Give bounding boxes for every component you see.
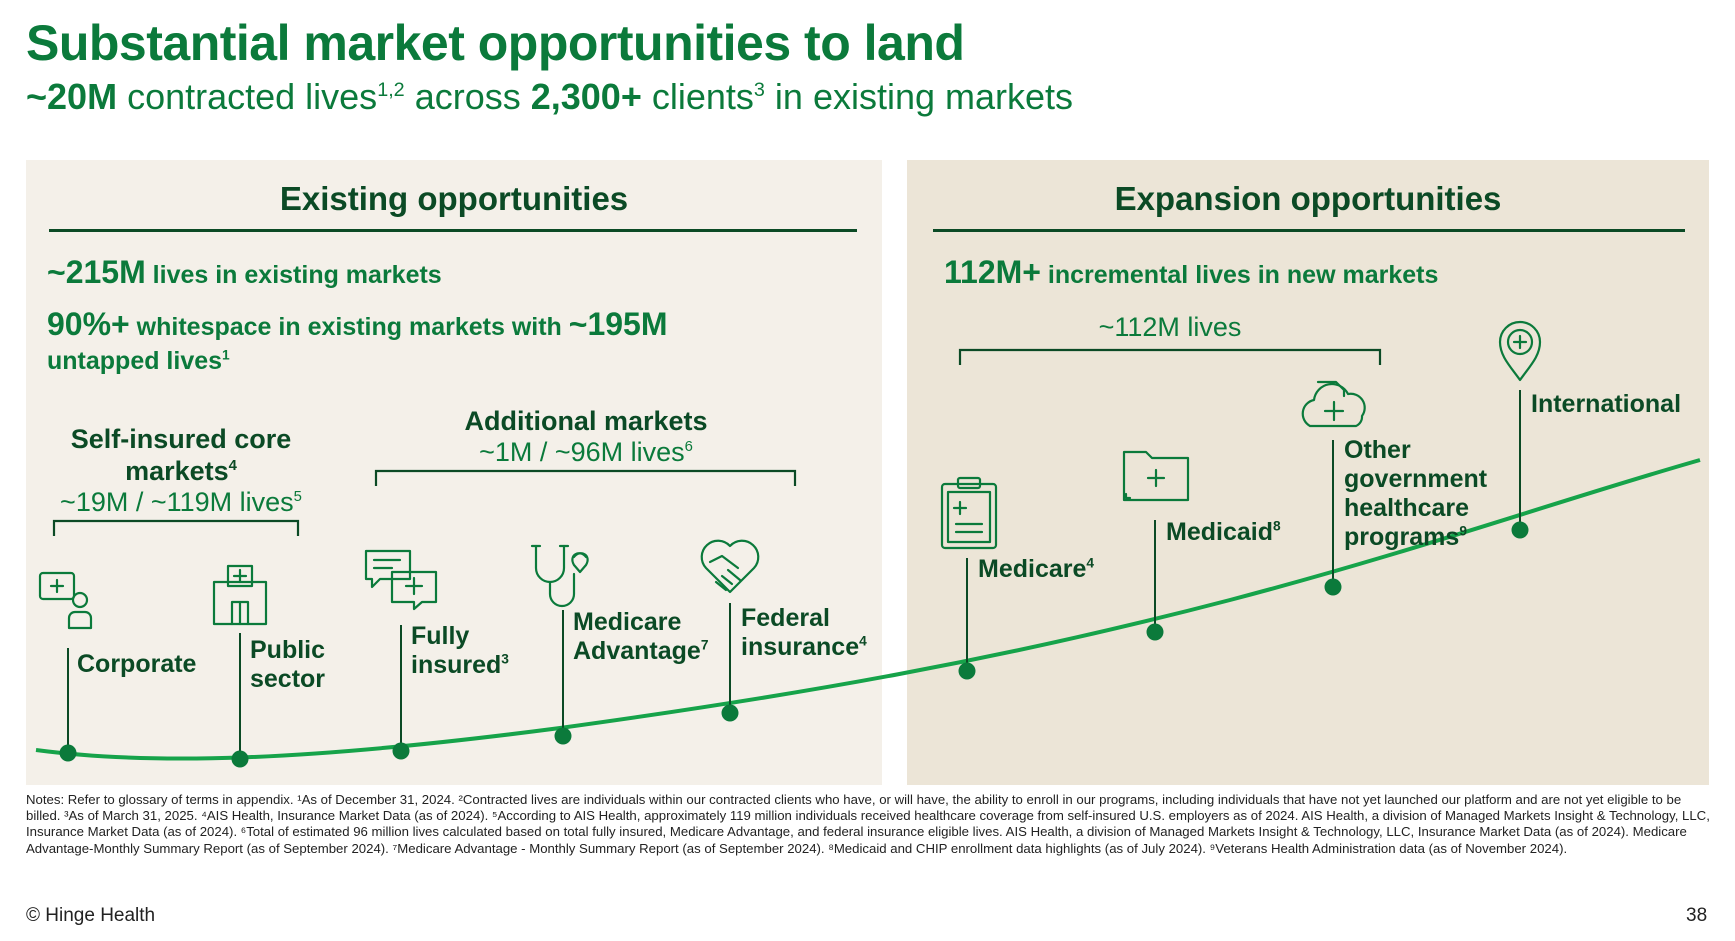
stat-text: lives in existing markets [145,261,442,289]
stat-text: incremental lives in new markets [1040,261,1439,289]
footnote-ref: 4 [859,633,867,649]
subtitle-text: clients [641,76,754,117]
expansion-lives-label: ~112M lives [1098,312,1242,342]
footnote-ref: 3 [753,79,765,101]
stethoscope-icon [530,544,589,608]
growth-curve [35,458,1701,761]
other-government-label: Other government healthcare programs9 [1344,436,1488,551]
contracted-lives-value: ~20M [26,76,118,117]
federal-insurance-dot [721,704,739,722]
corporate-icon [38,571,93,630]
stat-text: whitespace in existing markets with [129,313,569,341]
stat-value: ~215M [47,254,146,290]
footnote-ref: 6 [684,439,693,455]
group-title-line: Self-insured core [70,424,292,454]
footnotes: Notes: Refer to glossary of terms in app… [26,792,1710,856]
cloud-document-icon [1301,380,1366,428]
footnote-ref: 8 [1272,518,1281,534]
self-insured-title: Self-insured core markets4 [50,423,312,487]
medicare-advantage-dot [554,727,572,745]
stat-value: 90%+ [47,306,130,342]
medicare-dot [958,662,976,680]
group-subtitle: ~19M / ~119M lives [60,487,294,517]
group-subtitle: ~1M / ~96M lives [479,437,685,467]
handshake-heart-icon [700,539,760,594]
group-title-line: markets [125,456,229,486]
footnote-ref: 1,2 [377,79,405,101]
medicaid-dot [1146,623,1164,641]
subtitle-text: in existing markets [764,76,1074,117]
international-label: International [1531,390,1682,418]
expansion-heading-rule [933,229,1685,232]
footnote-ref: 4 [1086,555,1095,571]
medicare-label: Medicare4 [978,555,1095,583]
subtitle-text: contracted lives [117,76,378,117]
page-subtitle: ~20M contracted lives1,2 across 2,300+ c… [26,76,1073,118]
international-dot [1511,521,1529,539]
stat-value: 112M+ [944,254,1041,290]
copyright: © Hinge Health [26,905,156,926]
location-pin-icon [1498,320,1542,382]
stat-value: ~195M [568,306,668,342]
other-government-dot [1324,578,1342,596]
footnote-ref: 4 [228,458,237,474]
chat-bubbles-icon [364,549,438,611]
clipboard-icon [940,476,998,550]
additional-markets-title: Additional markets [464,406,708,436]
page-number: 38 [1686,905,1708,926]
expansion-heading: Expansion opportunities [1114,180,1502,217]
additional-markets-lives: ~1M / ~96M lives6 [376,437,796,468]
stat-text: untapped lives [47,347,223,375]
folder-icon [1122,450,1190,502]
public-sector-dot [231,750,249,768]
existing-lives-stat: ~215M lives in existing markets [47,254,442,291]
footnote-ref: 1 [222,347,230,363]
page-title: Substantial market opportunities to land [26,15,965,71]
existing-opportunities-panel [26,160,882,785]
footnote-ref: 5 [293,489,302,505]
expansion-bracket [958,348,1382,365]
corporate-label: Corporate [77,650,197,678]
federal-insurance-label: Federal insurance4 [741,604,867,661]
footnote-ref: 9 [1459,523,1467,539]
fully-insured-label: Fully insured3 [411,622,509,679]
medicaid-label: Medicaid8 [1166,518,1281,546]
public-sector-label: Public sector [250,636,326,693]
medicare-advantage-label: Medicare Advantage7 [573,608,709,665]
whitespace-stat: 90%+ whitespace in existing markets with… [47,307,668,378]
existing-heading-rule [49,229,857,232]
footnote-ref: 3 [501,651,509,667]
building-icon [212,564,268,626]
additional-markets-bracket [374,469,797,486]
fully-insured-dot [392,742,410,760]
self-insured-lives: ~19M / ~119M lives5 [50,487,312,518]
self-insured-bracket [52,519,300,536]
subtitle-text: across [404,76,531,117]
incremental-lives-stat: 112M+ incremental lives in new markets [944,254,1438,291]
footnote-ref: 7 [700,637,709,653]
existing-heading: Existing opportunities [279,180,629,217]
expansion-opportunities-panel [907,160,1709,785]
clients-value: 2,300+ [530,76,642,117]
corporate-dot [59,744,77,762]
